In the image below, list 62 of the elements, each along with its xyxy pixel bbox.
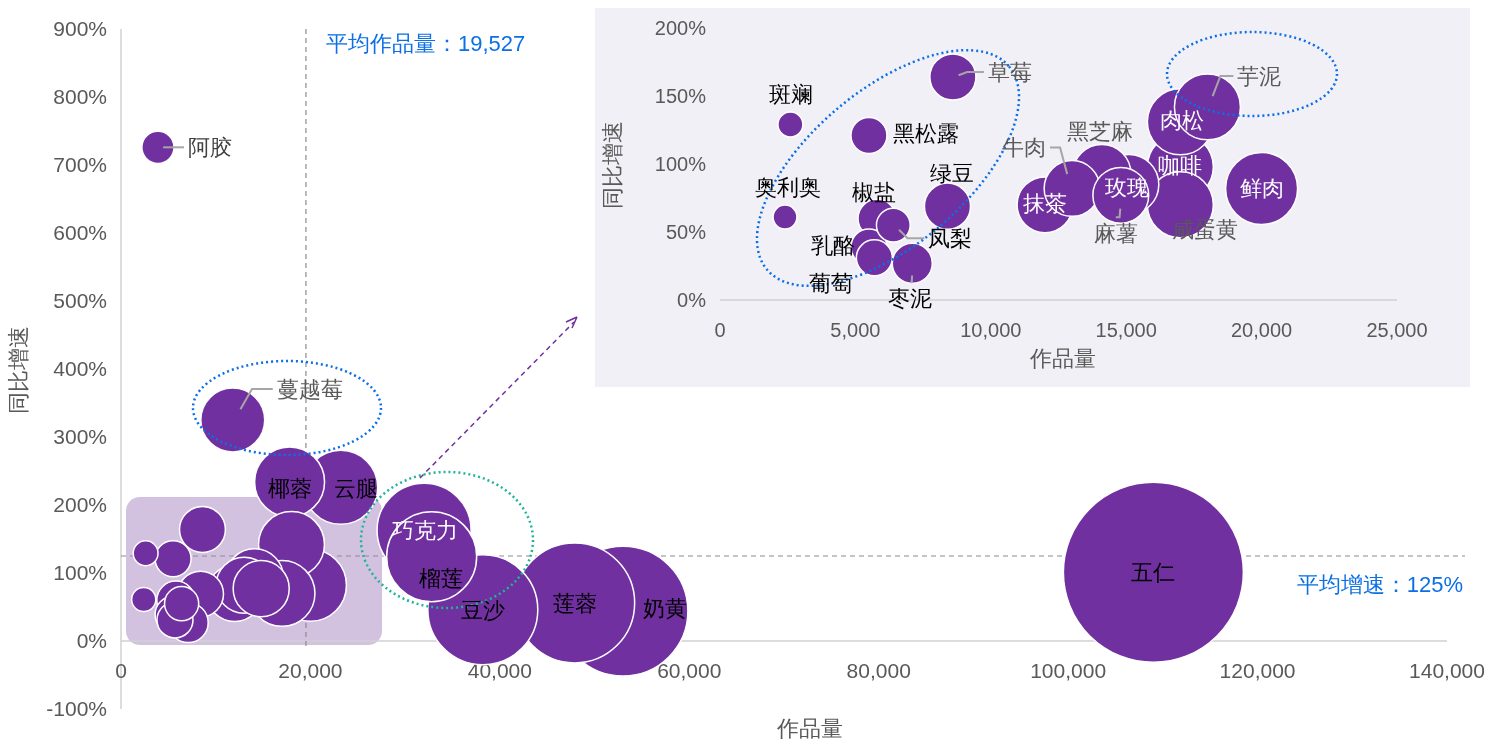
annotation: 玫瑰 (1104, 175, 1149, 201)
x-tick-label: 140,000 (1409, 659, 1485, 682)
x-tick-label: 0 (115, 659, 127, 682)
x-tick-label: 15,000 (1095, 319, 1157, 341)
x-tick-label: 40,000 (467, 659, 532, 682)
ref-line-label: 平均作品量：19,527 (325, 31, 526, 56)
x-tick-label: 60,000 (657, 659, 722, 682)
annotation: 黑松露 (892, 121, 959, 147)
annotation: 奶黄 (642, 596, 687, 622)
annotation: 麻薯 (1093, 221, 1138, 247)
y-tick-label: 300% (53, 425, 107, 448)
annotation: 蔓越莓 (276, 377, 343, 402)
x-tick-label: 0 (714, 319, 726, 341)
y-tick-label: 900% (53, 17, 107, 40)
y-tick-label: 150% (654, 85, 707, 107)
annotation: 葡萄 (809, 270, 854, 296)
x-tick-label: 5,000 (830, 319, 881, 341)
annotation: 草莓 (987, 59, 1032, 85)
y-tick-label: 200% (53, 493, 107, 516)
annotation: 芋泥 (1237, 63, 1282, 89)
y-tick-label: 100% (654, 153, 707, 175)
annotation: 椰蓉 (267, 475, 312, 501)
x-axis-title: 作品量 (776, 716, 843, 741)
annotation: 枣泥 (888, 286, 933, 312)
x-tick-label: 25,000 (1366, 319, 1428, 341)
annotation: 莲蓉 (552, 590, 597, 616)
x-tick-label: 120,000 (1219, 659, 1296, 682)
x-axis-title: 作品量 (1029, 346, 1096, 371)
annotation: 绿豆 (930, 161, 975, 187)
y-tick-label: 500% (53, 289, 107, 312)
x-tick-label: 10,000 (960, 319, 1022, 341)
y-tick-label: 700% (53, 153, 107, 176)
y-tick-label: 400% (53, 357, 107, 380)
annotation: 榴莲 (418, 565, 463, 591)
y-axis-title: 同比增速 (6, 326, 31, 414)
y-tick-label: 0% (677, 289, 707, 311)
y-tick-label: 50% (665, 221, 707, 243)
annotation: 牛肉 (1002, 135, 1047, 161)
y-tick-label: 600% (53, 221, 107, 244)
annotation: 咸蛋黄 (1172, 216, 1239, 242)
y-tick-label: -100% (46, 697, 107, 720)
y-tick-label: 200% (654, 17, 707, 39)
annotation: 凤梨 (928, 226, 973, 252)
y-tick-label: 0% (76, 629, 107, 652)
annotation: 豆沙 (460, 597, 505, 623)
x-tick-label: 100,000 (1030, 659, 1107, 682)
annotation: 五仁 (1131, 560, 1176, 586)
x-tick-label: 80,000 (846, 659, 911, 682)
y-tick-label: 800% (53, 85, 107, 108)
annotation: 鲜肉 (1239, 176, 1284, 202)
annotation: 咖啡 (1158, 152, 1203, 178)
annotation: 椒盐 (852, 180, 897, 206)
y-axis-title: 同比增速 (600, 121, 625, 209)
ref-line-label: 平均增速：125% (1296, 572, 1463, 597)
annotation: 奥利奥 (754, 175, 821, 201)
annotation: 斑斓 (769, 81, 814, 107)
annotation: 阿胶 (187, 135, 232, 161)
y-tick-label: 100% (53, 561, 107, 584)
annotation: 黑芝麻 (1066, 118, 1133, 144)
x-tick-label: 20,000 (278, 659, 343, 682)
x-tick-label: 20,000 (1231, 319, 1293, 341)
annotation: 云腿 (333, 476, 378, 502)
